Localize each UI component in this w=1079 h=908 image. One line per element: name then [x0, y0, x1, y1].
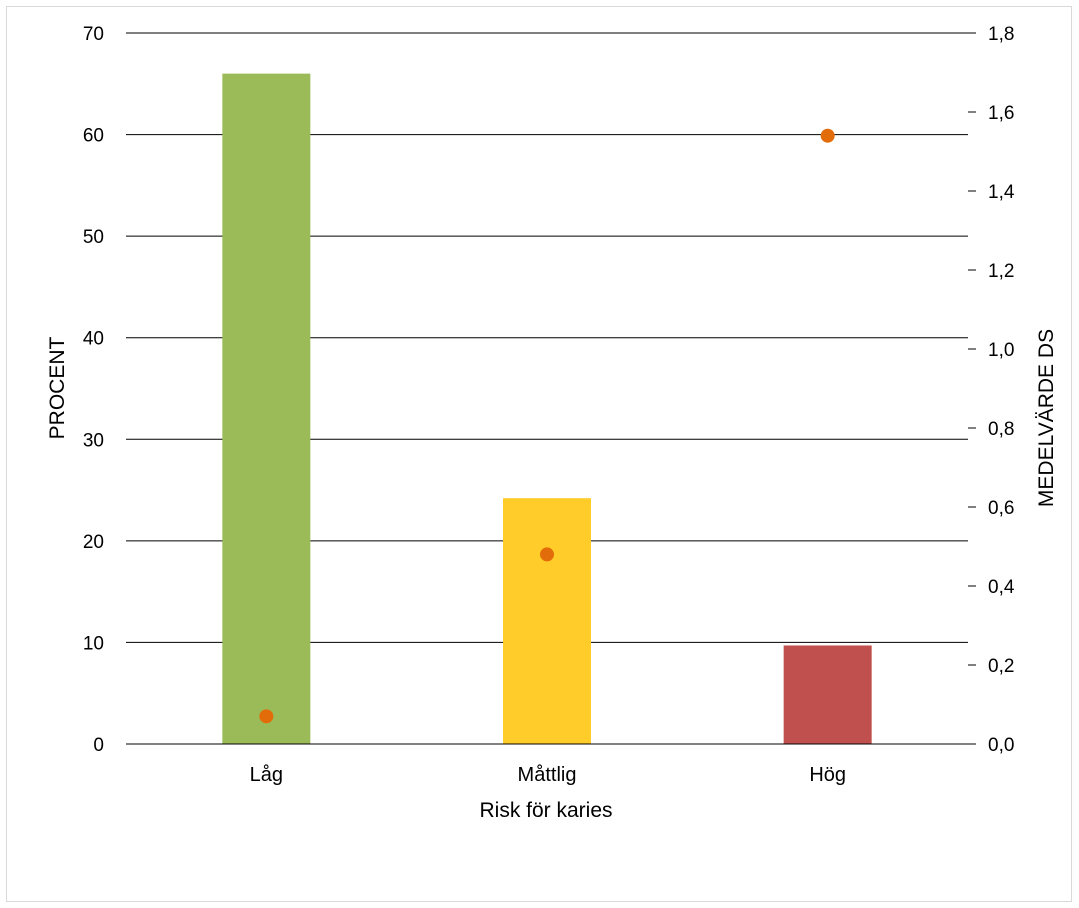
left-tick-label: 60	[83, 126, 104, 147]
right-tick-label: 1,0	[988, 340, 1014, 361]
right-tick-label: 1,6	[988, 103, 1014, 124]
bar-2	[503, 498, 591, 744]
right-tick-label: 0,2	[988, 656, 1014, 677]
category-label: Måttlig	[518, 764, 577, 786]
right-tick-label: 1,4	[988, 182, 1015, 203]
point-3	[820, 128, 835, 143]
left-tick-label: 30	[83, 430, 104, 451]
category-label: Hög	[809, 764, 846, 786]
left-tick-label: 0	[93, 735, 104, 756]
right-tick-label: 1,2	[988, 261, 1014, 282]
right-axis-ticks: 0,0 0,2 0,4 0,6 0,8 1,0 1,2 1,4 1,6 1,8	[968, 24, 1015, 756]
bar-1	[222, 73, 311, 745]
bar-3	[783, 645, 872, 744]
right-tick-label: 0,4	[988, 577, 1015, 598]
right-tick-label: 0,0	[988, 735, 1014, 756]
left-tick-label: 20	[83, 532, 104, 553]
right-axis-title: MEDELVÄRDE DS	[1035, 329, 1058, 507]
left-tick-label: 40	[83, 329, 104, 350]
right-tick-label: 0,8	[988, 419, 1014, 440]
right-tick-label: 1,8	[988, 24, 1014, 45]
left-tick-label: 50	[83, 227, 104, 248]
category-label: Låg	[250, 764, 283, 786]
points	[259, 128, 835, 724]
right-tick-label: 0,6	[988, 498, 1014, 519]
chart-frame	[6, 6, 1072, 902]
left-axis-ticks: 0 10 20 30 40 50 60 70	[83, 24, 104, 756]
category-labels: Låg Måttlig Hög	[250, 764, 846, 786]
left-tick-label: 70	[83, 24, 104, 45]
left-axis-title: PROCENT	[46, 336, 69, 439]
left-tick-label: 10	[83, 633, 104, 654]
point-1	[259, 709, 274, 724]
bars	[222, 73, 872, 745]
x-axis-title: Risk för karies	[479, 799, 612, 822]
point-2	[540, 547, 554, 562]
